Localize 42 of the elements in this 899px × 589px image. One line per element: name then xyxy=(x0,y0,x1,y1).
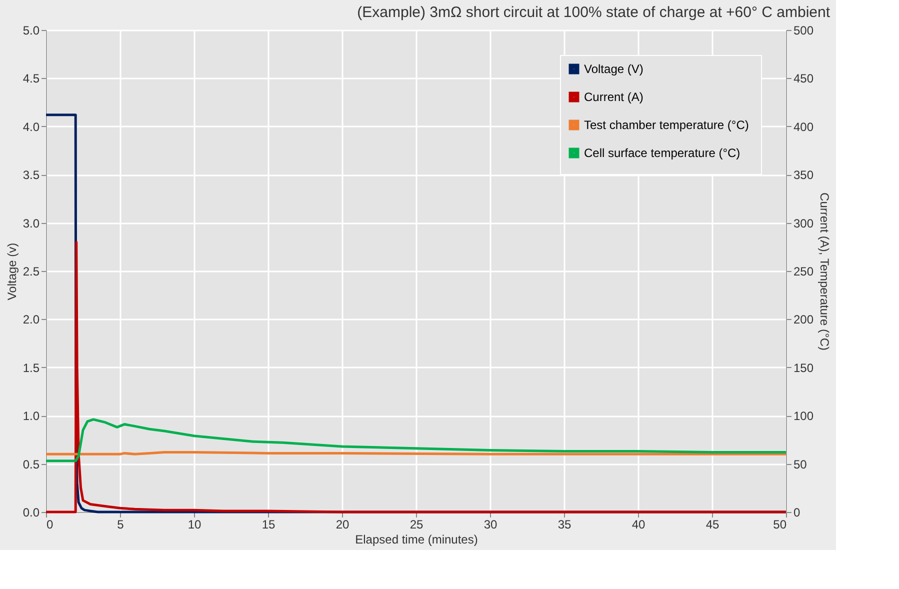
y2-tick-label: 500 xyxy=(794,24,814,38)
x-tick-label: 50 xyxy=(773,518,787,532)
x-axis-title: Elapsed time (minutes) xyxy=(355,532,478,546)
y2-tick-label: 450 xyxy=(794,72,814,86)
legend-label: Current (A) xyxy=(584,90,644,104)
y-tick-label: 4.0 xyxy=(22,120,40,134)
x-tick-label: 40 xyxy=(632,518,646,532)
x-tick-label: 15 xyxy=(262,518,276,532)
y2-tick-label: 200 xyxy=(794,312,814,327)
x-tick-label: 0 xyxy=(46,518,54,532)
y2-tick-label: 250 xyxy=(794,264,814,278)
y2-tick-label: 400 xyxy=(794,120,814,134)
y-tick-label: 2.0 xyxy=(22,312,40,327)
y2-tick-label: 150 xyxy=(794,360,814,375)
legend-label: Voltage (V) xyxy=(584,62,644,76)
y-tick-label: 1.0 xyxy=(22,409,40,424)
y-axis-title: Voltage (v) xyxy=(4,242,19,300)
x-tick-label: 30 xyxy=(484,518,498,532)
y-tick-label: 3.5 xyxy=(22,168,40,182)
y-tick-label: 0.0 xyxy=(22,506,40,520)
legend-label: Cell surface temperature (°C) xyxy=(584,146,740,160)
y-tick-label: 3.0 xyxy=(22,216,40,230)
x-tick-label: 10 xyxy=(188,518,202,532)
y2-axis-title: Current (A), Temperature (°C) xyxy=(818,192,832,350)
y2-tick-label: 0 xyxy=(794,506,800,520)
y-tick-label: 1.5 xyxy=(22,360,40,375)
x-tick-label: 25 xyxy=(410,518,424,532)
x-tick-label: 20 xyxy=(336,518,350,532)
x-tick-label: 35 xyxy=(558,518,572,532)
legend-label: Test chamber temperature (°C) xyxy=(584,118,749,132)
x-tick-label: 45 xyxy=(706,518,720,532)
y2-tick-label: 100 xyxy=(794,409,814,424)
y2-tick-label: 350 xyxy=(794,168,814,182)
y-tick-label: 5.0 xyxy=(22,24,40,38)
y2-tick-label: 300 xyxy=(794,216,814,230)
chart-title: (Example) 3mΩ short circuit at 100% state of charge at +60° C ambient xyxy=(357,4,831,21)
line-series xyxy=(44,418,788,462)
y-tick-label: 4.5 xyxy=(22,72,40,86)
x-tick-label: 5 xyxy=(117,518,124,532)
y2-tick-label: 50 xyxy=(794,457,808,472)
y-tick-label: 2.5 xyxy=(22,264,40,278)
y-tick-label: 0.5 xyxy=(22,457,40,472)
